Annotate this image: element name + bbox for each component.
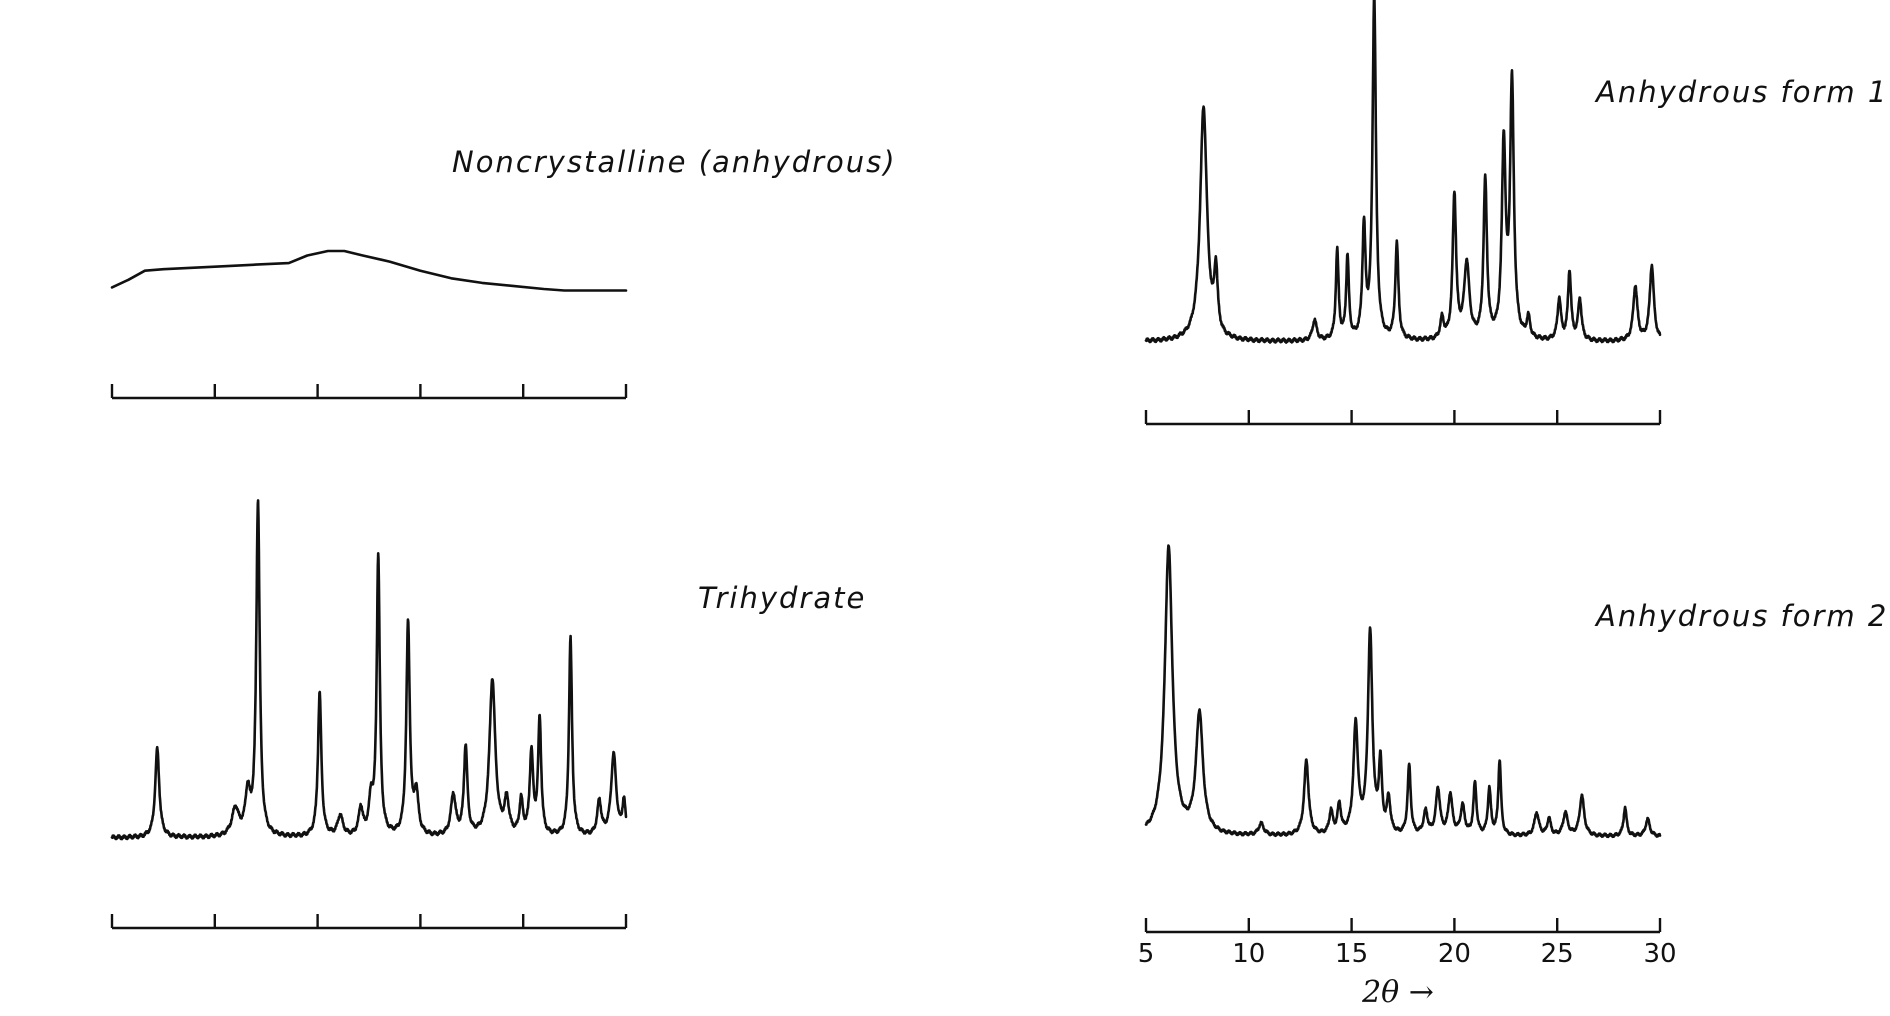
panel-anhydrous-form-2: Anhydrous form 2 5 10 15 20 25 30 2θ → bbox=[1138, 544, 1888, 1010]
x-axis-anhydrous-form-2: 5 10 15 20 25 30 bbox=[1138, 918, 1677, 969]
panel-title-noncrystalline: Noncrystalline (anhydrous) bbox=[452, 145, 897, 179]
panel-anhydrous-form-1: Anhydrous form 1 bbox=[1144, 0, 1888, 426]
x-tick-label: 20 bbox=[1438, 939, 1471, 969]
trace-trihydrate bbox=[110, 499, 628, 841]
trace-noncrystalline bbox=[110, 249, 628, 292]
x-tick-label: 10 bbox=[1232, 939, 1265, 969]
trace-anhydrous-form-1 bbox=[1144, 0, 1662, 344]
x-axis-noncrystalline bbox=[110, 384, 628, 400]
panel-noncrystalline: Noncrystalline (anhydrous) bbox=[110, 145, 897, 400]
panel-title-anhydrous-form-2: Anhydrous form 2 bbox=[1594, 599, 1888, 633]
panel-title-anhydrous-form-1: Anhydrous form 1 bbox=[1594, 75, 1888, 109]
x-tick-label: 30 bbox=[1643, 939, 1676, 969]
x-axis-anhydrous-form-1 bbox=[1144, 410, 1662, 426]
panel-trihydrate: Trihydrate bbox=[110, 499, 866, 930]
x-axis-label: 2θ → bbox=[1361, 975, 1434, 1010]
panel-title-trihydrate: Trihydrate bbox=[698, 581, 866, 615]
trace-anhydrous-form-2 bbox=[1144, 544, 1662, 839]
x-axis-trihydrate bbox=[110, 914, 628, 930]
x-tick-label: 25 bbox=[1541, 939, 1574, 969]
x-tick-label: 5 bbox=[1138, 939, 1155, 969]
x-tick-label: 15 bbox=[1335, 939, 1368, 969]
